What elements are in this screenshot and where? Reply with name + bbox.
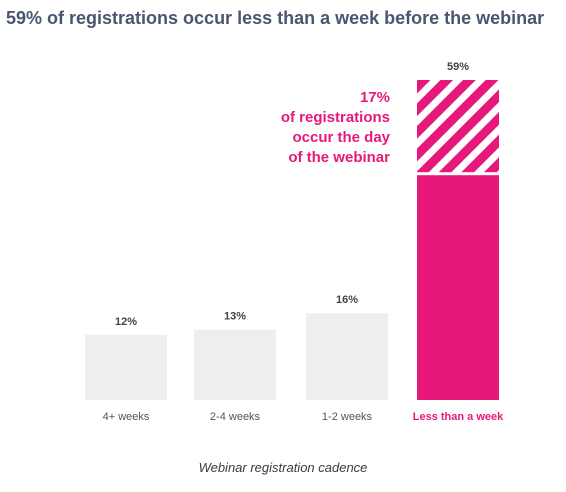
x-tick-label: Less than a week [413,411,504,423]
bar-value-label: 59% [447,61,469,73]
bar [306,313,388,400]
bar-highlight-segment [417,80,499,173]
x-tick-label: 1-2 weeks [322,411,373,423]
bar [194,329,276,400]
annotation-line: of registrations [280,109,390,126]
bar-value-label: 13% [224,310,246,322]
bar-value-label: 12% [115,316,137,328]
bar-value-label: 16% [336,294,358,306]
x-tick-label: 4+ weeks [103,411,150,423]
x-tick-label: 2-4 weeks [210,411,261,423]
annotation-line: occur the day [292,129,390,146]
annotation-value: 17% [359,89,390,106]
x-axis-label: Webinar registration cadence [198,460,368,475]
bar [417,175,499,400]
chart-title: 59% of registrations occur less than a w… [6,8,545,28]
bar [85,334,167,400]
annotation-line: of the webinar [288,149,390,166]
highlight-annotation: 17% of registrations occur the day of th… [281,88,390,168]
